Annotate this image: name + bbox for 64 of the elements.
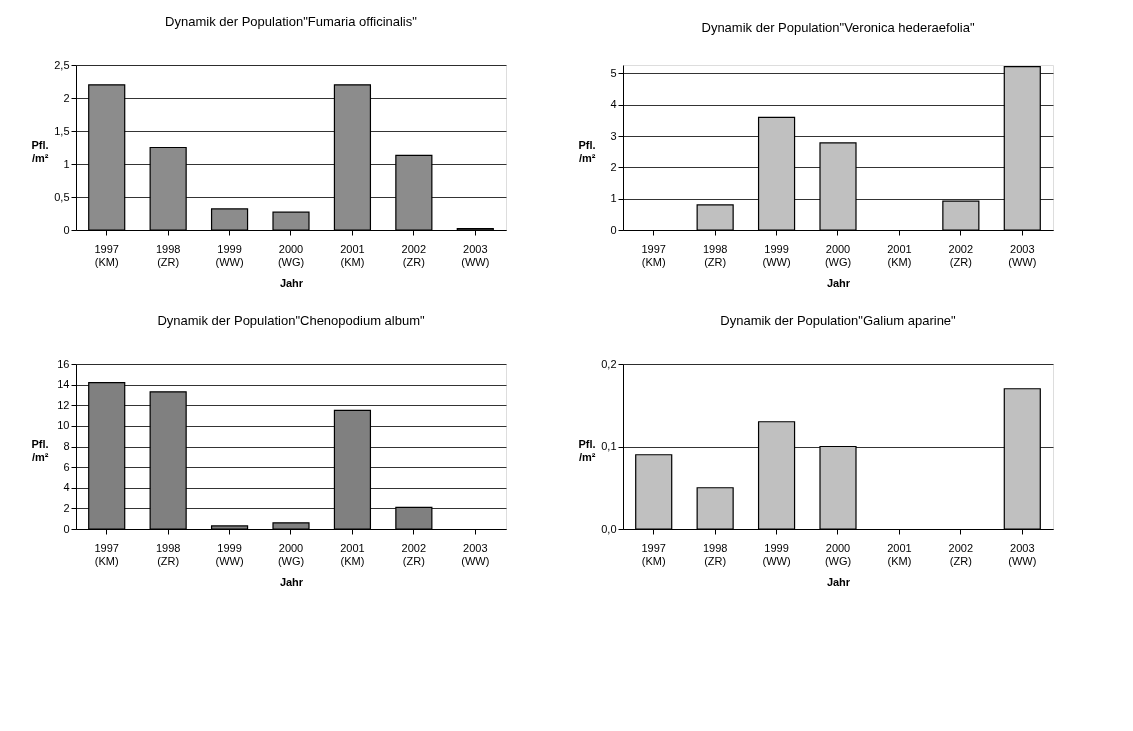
x-tick-label: 1998 (ZR) <box>155 242 181 268</box>
y-axis-title: Pfl. /m² <box>31 138 49 164</box>
y-tick-label: 1,5 <box>54 124 70 137</box>
y-tick-label: 1 <box>610 192 617 205</box>
x-tick-label: 2001 (KM) <box>887 242 912 268</box>
y-tick-label: 0 <box>63 223 70 236</box>
y-tick-label: 0,1 <box>601 440 617 452</box>
x-axis-title: Jahr <box>279 575 304 588</box>
x-tick-label: 2002 (ZR) <box>948 541 974 567</box>
x-tick-label: 1998 (ZR) <box>702 541 728 567</box>
x-tick-label: 2000 (WG) <box>277 242 305 268</box>
y-axis-title: Pfl. /m² <box>31 437 49 463</box>
x-tick-label: 1999 (WW) <box>762 242 791 268</box>
x-tick-label: 2003 (WW) <box>1008 242 1037 268</box>
y-tick-label: 2 <box>63 91 70 104</box>
y-axis-title: Pfl. /m² <box>578 138 596 164</box>
y-tick-label: 16 <box>57 357 70 370</box>
y-axis-title: Pfl. /m² <box>578 437 596 463</box>
y-tick-label: 2,5 <box>54 58 70 71</box>
x-tick-label: 1997 (KM) <box>94 541 119 567</box>
y-tick-label: 0 <box>63 522 70 535</box>
x-tick-label: 1998 (ZR) <box>155 541 181 567</box>
x-tick-label: 2000 (WG) <box>277 541 305 567</box>
y-tick-label: 3 <box>610 129 617 142</box>
x-tick-label: 2001 (KM) <box>887 541 912 567</box>
x-axis-title: Jahr <box>826 575 851 588</box>
x-tick-label: 2000 (WG) <box>824 541 852 567</box>
x-tick-label: 1997 (KM) <box>94 242 119 268</box>
y-tick-label: 1 <box>63 157 70 170</box>
x-tick-label: 2000 (WG) <box>824 242 852 268</box>
x-tick-label: 2002 (ZR) <box>948 242 974 268</box>
y-tick-label: 10 <box>57 419 70 432</box>
y-tick-label: 0,2 <box>601 357 617 370</box>
y-tick-label: 12 <box>57 398 70 411</box>
x-tick-label: 1999 (WW) <box>215 541 244 567</box>
y-tick-label: 2 <box>610 160 617 173</box>
y-tick-label: 0,0 <box>601 522 617 535</box>
y-tick-label: 5 <box>610 66 617 79</box>
chart-title: Dynamik der Population"Fumaria officinalis" <box>165 14 418 29</box>
x-tick-label: 1997 (KM) <box>641 242 666 268</box>
chart-title: Dynamik der Population"Veronica hederaefolia" <box>701 20 975 35</box>
x-tick-label: 2002 (ZR) <box>401 541 427 567</box>
x-tick-label: 2003 (WW) <box>461 541 490 567</box>
y-tick-label: 4 <box>610 98 617 111</box>
chart-title: Dynamik der Population"Galium aparine" <box>720 313 957 328</box>
x-tick-label: 1999 (WW) <box>215 242 244 268</box>
chart-title: Dynamik der Population"Chenopodium album" <box>157 313 425 328</box>
x-tick-label: 2002 (ZR) <box>401 242 427 268</box>
y-tick-label: 2 <box>63 501 70 514</box>
y-tick-label: 6 <box>63 460 70 473</box>
x-tick-label: 1999 (WW) <box>762 541 791 567</box>
y-tick-label: 8 <box>63 440 70 452</box>
x-tick-label: 1998 (ZR) <box>702 242 728 268</box>
x-axis-title: Jahr <box>826 276 851 289</box>
y-tick-label: 0 <box>610 223 617 236</box>
x-tick-label: 2001 (KM) <box>340 242 365 268</box>
x-tick-label: 2003 (WW) <box>1008 541 1037 567</box>
y-tick-label: 14 <box>57 378 70 391</box>
x-tick-label: 2001 (KM) <box>340 541 365 567</box>
x-tick-label: 1997 (KM) <box>641 541 666 567</box>
x-axis-title: Jahr <box>279 276 304 289</box>
y-tick-label: 0,5 <box>54 190 70 203</box>
y-tick-label: 4 <box>63 481 70 494</box>
x-tick-label: 2003 (WW) <box>461 242 490 268</box>
